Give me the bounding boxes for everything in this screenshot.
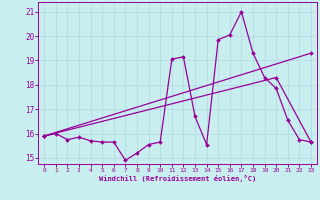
- X-axis label: Windchill (Refroidissement éolien,°C): Windchill (Refroidissement éolien,°C): [99, 175, 256, 182]
